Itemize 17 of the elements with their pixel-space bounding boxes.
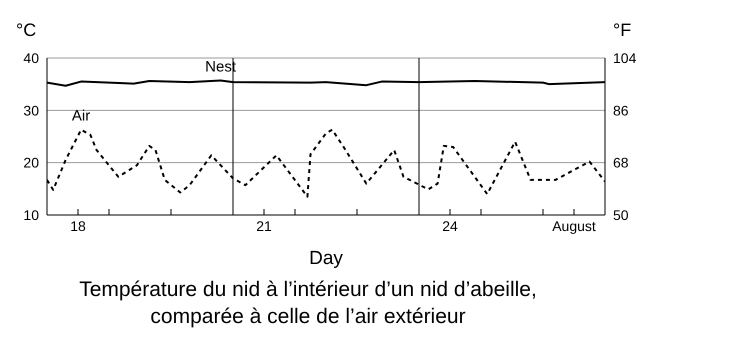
x-axis-title: Day [308,248,344,270]
y2-axis-title: °F [613,20,632,41]
x-tick-label: 18 [70,218,86,234]
y2-tick-label: 68 [613,154,629,171]
y2-tick-label: 86 [613,102,629,118]
x-tick-label: August [552,218,596,234]
y-axis-title: °C [16,20,36,41]
y-tick-label: 20 [23,154,40,171]
y-tick-label: 30 [23,102,40,118]
y2-tick-label: 50 [613,206,629,223]
y-tick-label: 10 [23,206,40,223]
x-tick-label: 21 [256,218,272,234]
series-label: Air [72,108,90,125]
y-tick-label: 40 [23,50,40,66]
text: Température du nid à l’intérieur d’un nid d’abeille, comparée à celle de l’air extérieur [78,277,538,330]
y2-tick-label: 104 [613,50,637,66]
x-tick-label: 24 [442,218,458,234]
